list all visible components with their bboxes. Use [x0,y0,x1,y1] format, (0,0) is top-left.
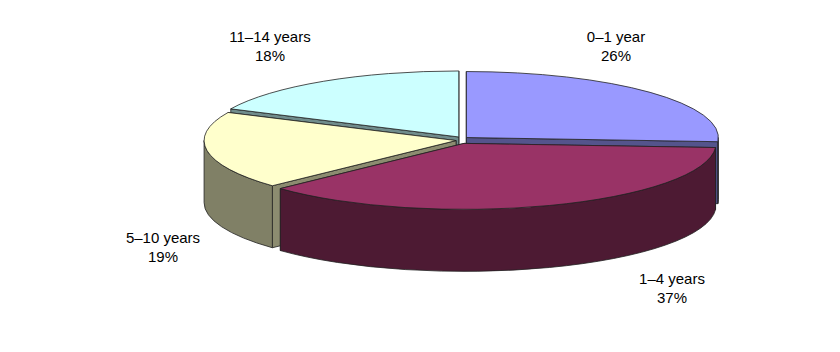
slice-outer-wall [717,138,718,204]
slice [231,71,459,137]
labels: 0–1 year 26% 1–4 years 37% 5–10 years 19% 11–1… [126,28,705,306]
category-label: 1–4 years [639,270,705,287]
category-label: 0–1 year [587,28,645,45]
data-label: 18% [255,47,285,64]
slices [204,71,718,209]
category-label: 5–10 years [126,229,200,246]
data-label: 19% [148,248,178,265]
data-label: 37% [657,289,687,306]
data-label: 26% [601,47,631,64]
category-label: 11–14 years [229,28,310,45]
chart: 0–1 year 26% 1–4 years 37% 5–10 years 19% 11–1… [0,0,840,352]
slice [466,72,718,142]
